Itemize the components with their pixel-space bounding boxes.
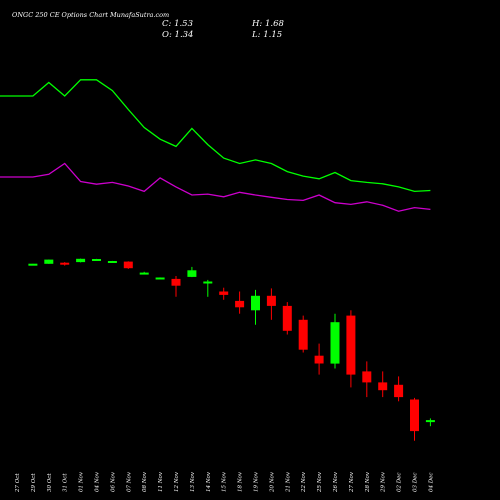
candle [298,315,308,353]
candle [28,263,38,266]
date-tick-label: 06 Nov [110,471,116,492]
candle-body [60,262,70,265]
low-price-label: L: 1.15 [251,30,282,40]
date-tick-label: 29 Oct [31,473,37,493]
candle [139,271,149,275]
date-tick-label: 03 Dec [413,473,419,493]
candle-body [187,270,197,277]
date-tick-label: 21 Nov [285,471,291,493]
candle [123,261,133,269]
candle-body [410,399,419,432]
date-tick-label: 26 Nov [333,471,339,493]
moving-average-layer [0,79,431,212]
candle-body [139,272,149,275]
candle-body [298,319,308,350]
candle [60,262,70,266]
candle-body [425,420,435,423]
date-tick-label: 15 Nov [222,471,228,492]
date-tick-label: 27 Oct [15,473,21,493]
high-price-label: H: 1.68 [251,19,284,29]
candle-body [251,295,260,311]
candle-body [282,305,292,331]
candle [235,291,245,314]
date-tick-label: 08 Nov [142,471,148,492]
candle-body [155,277,165,280]
date-tick-label: 14 Nov [206,471,212,492]
ma-fast-line [0,79,431,193]
candle [92,258,101,261]
date-tick-label: 28 Nov [365,471,371,493]
candle-body [171,278,181,286]
date-tick-label: 30 Oct [47,473,53,492]
candle [378,371,388,398]
date-tick-label: 12 Nov [174,471,180,492]
candle [219,287,229,300]
open-price-label: O: 1.34 [162,30,193,40]
date-tick-label: 19 Nov [254,471,260,492]
date-tick-label: 02 Dec [397,473,403,493]
candle-body [123,261,133,269]
candle [107,260,117,263]
date-tick-label: 18 Nov [238,471,244,492]
candle [346,310,356,388]
candles-layer [28,258,435,441]
candle [251,289,260,325]
date-tick-label: 04 Nov [95,471,101,492]
close-price-label: C: 1.53 [162,19,193,29]
ma-slow-line [0,162,431,212]
candle-body [107,261,117,263]
candle-body [76,258,86,263]
candle-body [346,315,356,375]
candle [362,361,372,398]
candle [44,259,54,264]
date-tick-label: 07 Nov [126,471,132,492]
candle-body [44,259,54,264]
candle-body [362,371,372,383]
candle [266,288,276,320]
date-tick-label: 27 Nov [349,471,355,493]
x-axis-date-labels: 27 Oct 29 Oct 30 Oct 31 Oct 01 Nov 04 Nov 06 N… [15,471,434,493]
candle [187,266,197,278]
candle-body [394,384,404,398]
date-tick-label: 01 Nov [79,471,85,492]
date-tick-label: 31 Oct [63,473,69,492]
candle-body [330,322,340,364]
candle-body [92,259,101,261]
candle [282,302,292,335]
date-tick-label: 29 Nov [381,471,387,493]
candle [410,397,419,441]
date-tick-label: 22 Nov [301,471,307,493]
candle [394,376,404,402]
candle-body [266,295,276,306]
candle-body [314,355,324,364]
candle-body [235,300,245,308]
candle-body [219,291,229,295]
candle [330,313,340,369]
date-tick-label: 11 Nov [158,471,164,492]
candle [76,258,86,263]
candle-body [378,382,388,391]
date-tick-label: 20 Nov [269,471,275,493]
candle-body [203,281,213,284]
candle [203,279,213,297]
candle [171,276,181,297]
candle [155,277,165,280]
candle [314,343,324,375]
date-tick-label: 25 Nov [317,471,323,493]
date-tick-label: 04 Dec [428,473,434,493]
candle-body [28,263,38,266]
candle [425,418,435,427]
date-tick-label: 13 Nov [190,471,196,492]
chart-title: ONGC 250 CE Options Chart MunafaSutra.co… [12,11,169,19]
